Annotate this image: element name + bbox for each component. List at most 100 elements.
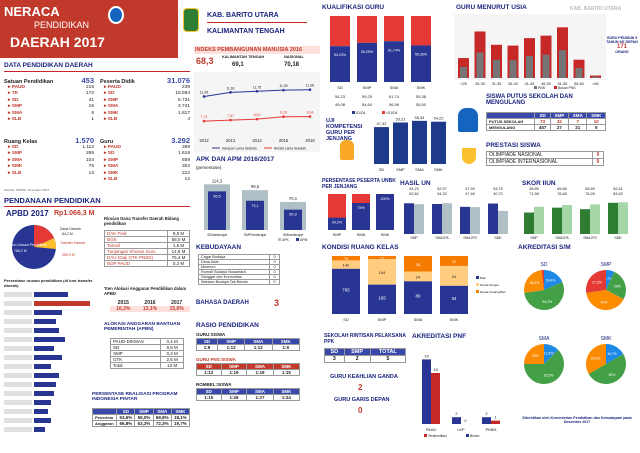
plot-background [194,72,320,152]
header-title-3: DAERAH 2017 [10,34,105,50]
table-cell: 0 [591,158,605,166]
kab-row-value: 65,65 [585,187,595,191]
ukg-bar [431,121,446,164]
x-tick-label: SD [337,85,343,90]
persentase-bar [34,391,54,396]
list-item-value: 104 [85,157,94,163]
pie-data-label: 6,7% [605,277,613,281]
baik-data-label: 165 [378,295,386,300]
x-tick-label: 2014 [252,138,262,143]
rasio-pns-table: SD SMP SMA SMK 1:12 1:19 1:19 1:15 [196,363,301,376]
pie-slice [586,270,606,293]
pie-value-transfer: 255,9 M [62,253,75,257]
pie-label-non: Non Urusan Pendidikan [10,243,47,247]
table-cell: 457 [534,124,551,131]
kab-row-value: 54,23 [335,94,346,99]
pie-title: SMA [539,336,551,342]
list-item: ▸ SD 1.618 [100,151,190,157]
peserta-total: 31.076 [167,76,190,85]
hasil-un-title: HASIL UN [400,180,431,187]
pie-slice [524,344,544,364]
kab-row-value: 47,93 [465,187,475,191]
ipm-prov-label: KALIMANTAN TENGAH [222,55,265,59]
persentase-bar-label [4,346,32,351]
rasio-gs-title: GURU:SISWA [196,332,226,337]
list-item: ▸ SMP 265 [4,151,94,157]
apbd-value: Rp1.066,3 M [54,210,95,217]
pensiun-value: 171 [616,44,627,50]
kondisi-stacked-chart: 765 142 75 SD 165 144 17 SMP 80 24 38 SMA 34 24 12 SMK B… [332,256,506,322]
apm-bar [284,209,302,230]
table-cell: 1:15 [196,394,222,401]
akreditasi-pnf-chart: 19 15 PAUD 2 0 LKP 2 1 PKBM Terakreditasi Belum [422,353,500,438]
legend-nonpns-label: Bukan PNS [558,86,576,90]
list-item-value: 41 [88,97,94,103]
x-tick-label: SMP [378,317,387,322]
akreditasi-sm-title: AKREDITASI S/M [518,244,571,251]
unbk-bar-chart: 34,2% SMP 75% SMA 100% SMK [328,194,394,237]
table-cell: 18,1% [170,414,191,421]
table-cell: 0 [591,151,605,159]
x-tick-label: SMA IPA [435,236,449,240]
prov-row-value: 76,68 [557,192,567,196]
kebudayaan-title: KEBUDAYAAN [196,244,242,251]
usia-bar-pns [575,67,583,78]
satuan-list: ▸ PAUD 216 ▸ TK 172 ▸ SD 41 ▸ SMP 15 ▸ SMA 8 ▸ SLB… [4,85,94,123]
usia-bar-pns [559,50,566,78]
legend-swatch [476,276,479,279]
list-item-label: ▸ SMK [104,110,119,116]
x-tick-label: 26-30 [475,82,485,86]
rusak-ringan-bar [440,265,468,286]
legend-label: Rusak Ringan [480,283,499,287]
usia-bar-pns [460,67,467,78]
tren-year-2015: 2015 [117,300,129,306]
table-cell: 1:12 [217,344,246,351]
list-item: ▸ PAUD 216 [4,85,94,91]
garis-depan-title: GURU GARIS DEPAN [334,397,390,403]
baik-data-label: 765 [342,287,350,292]
x-tick-label: SMK [434,167,443,172]
list-item-value: 6.731 [177,97,190,103]
persentase-title: Persentase urusan pendidikan (di luar tr… [4,278,93,288]
list-item: ▸ SLB 4 [100,117,190,123]
table-cell: 1:24 [272,394,301,401]
rincian-table: DAK Fisik 9,8 M BOS 58,0 M Tamsil 1,5 M Tunjan… [104,230,191,267]
x-tick-label: >60 [592,82,598,86]
table-row: Warisan Budaya Tak Benda 0 [197,279,280,285]
apm-bar [246,200,264,230]
table-cell: 5 [586,124,606,131]
table-header: TOTAL [369,348,407,356]
legend-apm-label: APM [300,238,308,242]
list-item-value: 15.594 [175,91,190,97]
putus-table: SD SMP SMA SMK PUTUS SEKOLAH 73 32 7 10 MENGULANG… [485,112,606,131]
table-header-row: SD SMP SMA SMK [196,363,301,370]
ukg-bar [412,120,427,164]
table-cell: 1:15 [272,369,301,376]
persentase-bar [34,364,51,369]
list-item-label: ▸ SMK [104,170,119,176]
x-tick-label: SD [343,317,349,322]
belum-data-label: 2 [455,411,458,416]
table-header-row: SD SMP SMA SMK [91,408,191,415]
data-pendidikan-source: Sumber: PDSPK, November 2017 [4,188,50,192]
table-row: OLIMPIADE NASIONAL 0 [486,151,605,159]
list-item-value: 222 [181,170,190,176]
list-item-label: ▸ SD [8,145,19,150]
table-cell: 72,3% [152,420,172,427]
hls-point [255,89,259,93]
persentase-bar [34,319,57,324]
list-item: ▸ SMA 8 [4,111,94,117]
list-item-label: ▸ PAUD [8,85,25,90]
x-tick-label: 51-55 [558,82,568,86]
list-item-label: ▸ SMP [8,104,23,110]
header-title-1: NERACA [4,4,60,19]
legend-belum-swatch [466,434,469,437]
rusak-sedang-bar [368,256,396,260]
apk-data-label: 99,6 [251,184,260,189]
persentase-bar [34,310,62,315]
table-cell: 1:9 [271,344,301,351]
x-tick-label: SMP/sederajat [244,233,266,237]
rasio-rombel-title: ROMBEL:SISWA [196,382,232,387]
terakreditasi-bar [491,420,500,424]
